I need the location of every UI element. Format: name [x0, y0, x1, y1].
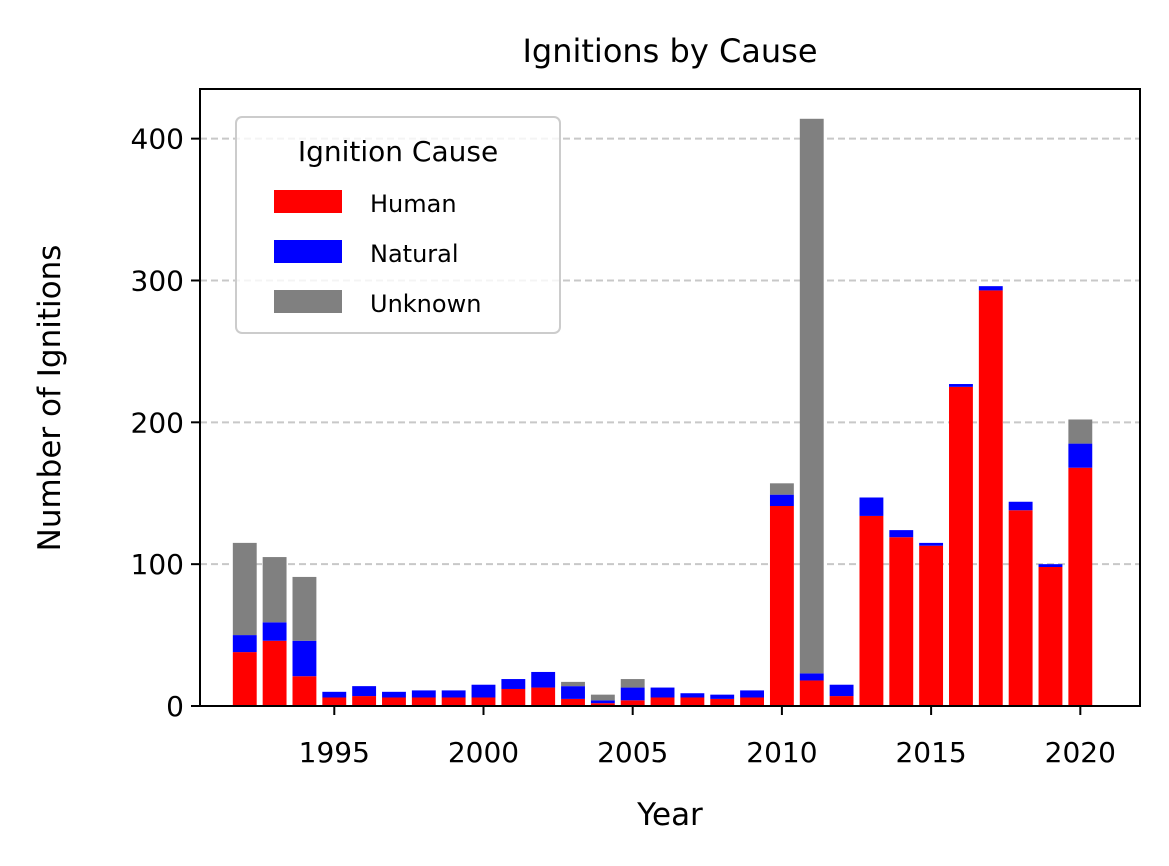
x-tick-label-2015: 2015 — [895, 736, 966, 769]
bar-human-2014 — [889, 537, 914, 706]
bar-natural-2002 — [531, 671, 556, 688]
bar-natural-2018 — [1008, 501, 1033, 511]
bar-human-1996 — [352, 696, 377, 706]
bar-natural-1994 — [292, 640, 317, 677]
bar-natural-2013 — [859, 497, 884, 516]
bar-human-2019 — [1038, 566, 1063, 706]
legend-label-natural: Natural — [370, 240, 459, 268]
bar-unknown-2020 — [1068, 419, 1093, 444]
bar-human-2010 — [769, 506, 794, 706]
bar-human-2020 — [1068, 467, 1093, 706]
legend: Ignition Cause Human Natural Unknown — [235, 116, 561, 334]
bar-human-2003 — [561, 698, 585, 706]
bar-unknown-1993 — [262, 557, 287, 623]
bar-natural-2003 — [561, 686, 585, 699]
legend-label-unknown: Unknown — [370, 290, 481, 318]
bar-natural-2010 — [769, 494, 794, 507]
x-tick-label-1995: 1995 — [299, 736, 370, 769]
bar-human-2007 — [680, 697, 705, 706]
bar-natural-2008 — [710, 694, 735, 699]
bar-natural-2006 — [650, 687, 675, 698]
bar-natural-1993 — [262, 622, 287, 641]
bar-human-2016 — [949, 386, 973, 706]
legend-title: Ignition Cause — [298, 135, 498, 168]
bar-natural-2001 — [501, 679, 526, 689]
y-tick-label-300: 300 — [131, 264, 184, 297]
bar-natural-2014 — [889, 530, 914, 538]
x-tick-label-2005: 2005 — [597, 736, 668, 769]
bar-human-1992 — [232, 652, 257, 706]
legend-swatch-unknown — [274, 290, 342, 313]
bar-natural-2015 — [919, 542, 944, 546]
bar-human-2009 — [740, 697, 764, 706]
chart-title: Ignitions by Cause — [522, 32, 817, 70]
x-tick-label-2010: 2010 — [746, 736, 817, 769]
x-axis-label: Year — [636, 797, 703, 833]
bar-natural-1995 — [322, 691, 347, 698]
bar-human-1999 — [441, 697, 466, 706]
bar-natural-2000 — [471, 684, 496, 698]
legend-label-human: Human — [370, 190, 457, 218]
y-tick-label-0: 0 — [166, 690, 184, 723]
bar-natural-1998 — [411, 690, 436, 698]
x-axis-ticks: 1995 2000 2005 2010 2015 2020 — [299, 706, 1116, 769]
bar-human-2006 — [650, 697, 675, 706]
bar-human-2000 — [471, 697, 496, 706]
bar-natural-2011 — [799, 673, 824, 681]
bar-human-1995 — [322, 697, 347, 706]
bar-natural-2007 — [680, 693, 705, 698]
y-tick-label-200: 200 — [131, 406, 184, 439]
bar-human-2001 — [501, 688, 526, 706]
bar-natural-2019 — [1038, 564, 1063, 567]
x-tick-label-2000: 2000 — [448, 736, 519, 769]
bar-natural-2017 — [978, 286, 1003, 291]
legend-box — [235, 116, 561, 334]
legend-swatch-natural — [274, 240, 342, 263]
bar-human-2005 — [620, 700, 645, 706]
bar-human-2013 — [859, 515, 884, 706]
bar-human-2011 — [799, 680, 824, 706]
bar-natural-1997 — [382, 691, 406, 698]
bar-human-1993 — [262, 640, 287, 706]
bar-human-1997 — [382, 697, 406, 706]
bar-natural-1992 — [232, 635, 257, 653]
legend-swatch-human — [274, 190, 342, 213]
bar-natural-2020 — [1068, 443, 1093, 468]
bar-unknown-2010 — [769, 483, 794, 495]
bar-human-2018 — [1008, 510, 1033, 706]
bar-human-1994 — [292, 676, 317, 706]
bar-human-2012 — [829, 696, 854, 706]
bar-natural-2012 — [829, 684, 854, 697]
bar-unknown-2011 — [799, 118, 824, 674]
bar-human-2008 — [710, 698, 735, 706]
bar-natural-1996 — [352, 686, 377, 697]
bars — [232, 118, 1093, 706]
bar-natural-2005 — [620, 687, 645, 701]
bar-natural-2016 — [949, 384, 973, 387]
bar-unknown-1992 — [232, 542, 257, 636]
bar-human-2002 — [531, 687, 556, 706]
plot-area-frame — [199, 88, 1141, 707]
bar-human-2017 — [978, 290, 1003, 706]
y-tick-label-100: 100 — [131, 548, 184, 581]
y-axis-ticks: 0 100 200 300 400 — [131, 123, 200, 723]
bar-human-2015 — [919, 545, 944, 706]
y-tick-label-400: 400 — [131, 123, 184, 156]
y-axis-label: Number of Ignitions — [32, 245, 68, 552]
bar-natural-1999 — [441, 690, 466, 698]
bar-natural-2004 — [590, 700, 615, 704]
bar-unknown-2003 — [561, 681, 585, 687]
x-tick-label-2020: 2020 — [1045, 736, 1116, 769]
bar-unknown-2004 — [590, 694, 615, 701]
bar-natural-2009 — [740, 690, 764, 698]
bar-human-1998 — [411, 697, 436, 706]
bar-unknown-1994 — [292, 576, 317, 641]
bar-human-2004 — [590, 703, 615, 706]
bar-unknown-2005 — [620, 679, 645, 688]
